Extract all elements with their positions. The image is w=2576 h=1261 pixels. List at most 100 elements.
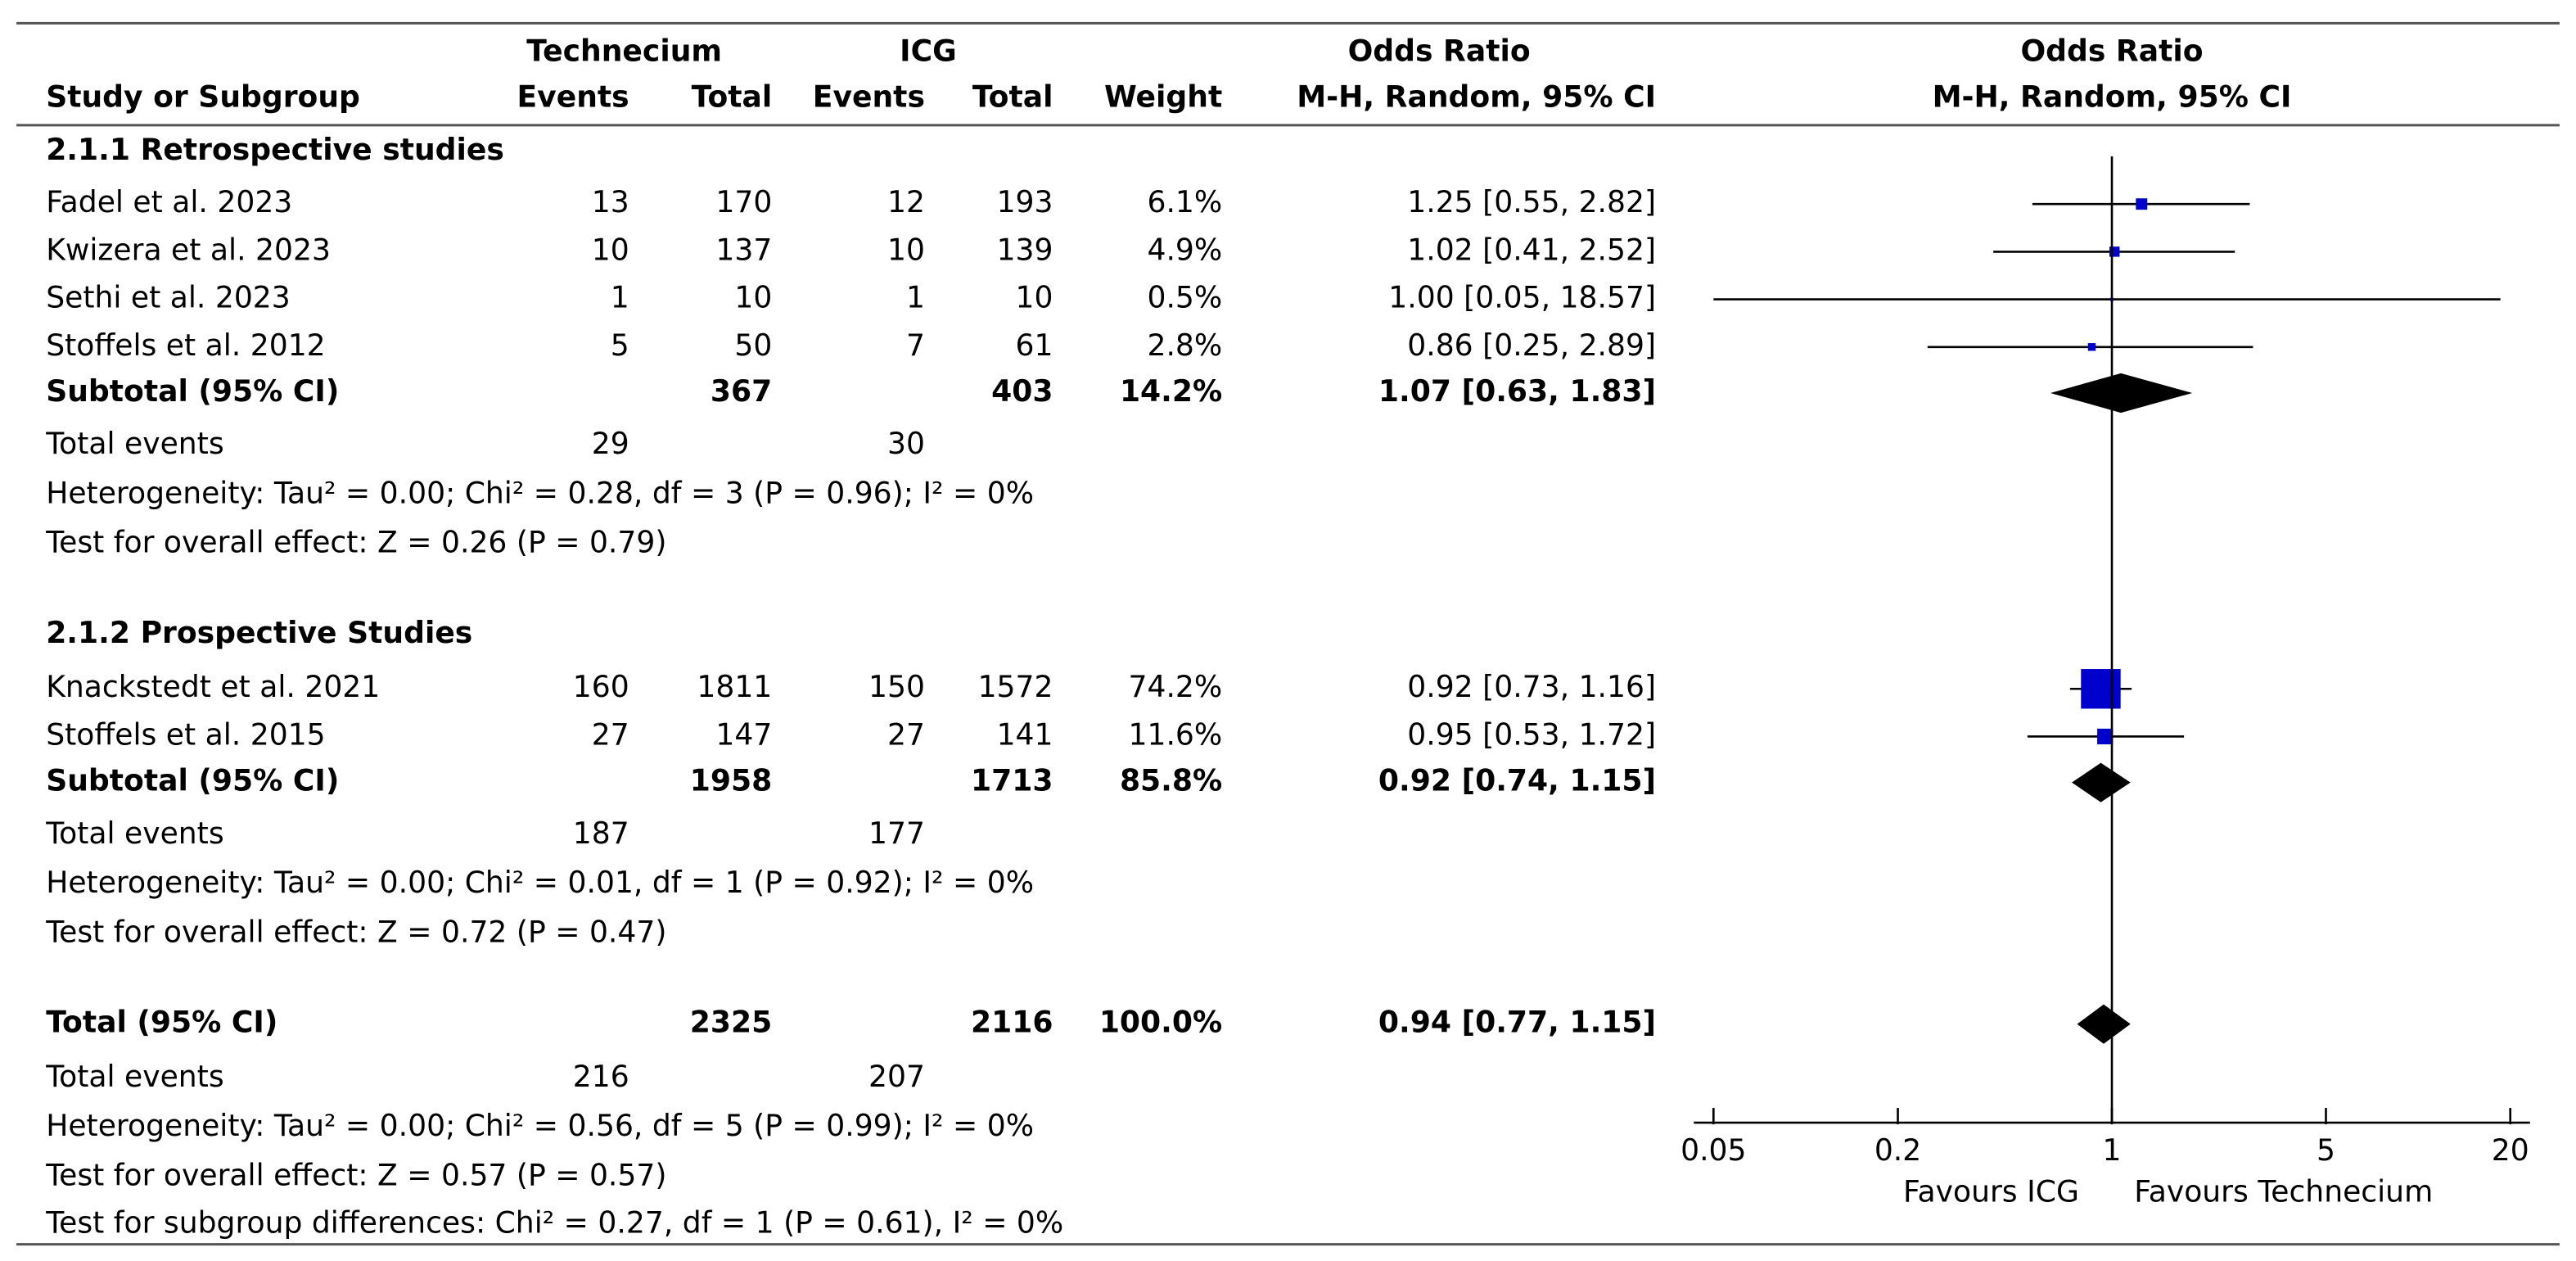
weight-square (2081, 669, 2121, 709)
events: 1 (906, 280, 925, 315)
x-label-left: Favours ICG (1903, 1173, 2079, 1209)
odds-ratio: 0.92 [0.73, 1.16] (1407, 669, 1656, 704)
weight: 14.2% (1120, 373, 1222, 409)
heterogeneity: Heterogeneity: Tau² = 0.00; Chi² = 0.56,… (46, 1108, 1034, 1143)
summary-label: Total (95% CI) (46, 1005, 277, 1040)
events: 12 (887, 184, 925, 219)
weight: 85.8% (1120, 763, 1222, 798)
subgroup-title: 2.1.2 Prospective Studies (46, 615, 472, 650)
weight: 74.2% (1129, 669, 1223, 704)
weight-square (2087, 343, 2096, 351)
header: Total (692, 79, 773, 115)
study-name: Stoffels et al. 2015 (46, 716, 325, 752)
header: Odds Ratio (2020, 34, 2203, 69)
x-tick-label: 20 (2492, 1132, 2529, 1168)
weight: 11.6% (1129, 716, 1223, 752)
total: 403 (991, 373, 1053, 409)
total: 10 (1016, 280, 1053, 315)
events: 27 (887, 716, 925, 752)
weight: 6.1% (1147, 184, 1222, 219)
total: 61 (1016, 328, 1053, 363)
odds-ratio: 0.94 [0.77, 1.15] (1378, 1005, 1656, 1040)
header: Total (972, 79, 1053, 115)
events: 10 (592, 232, 629, 267)
heterogeneity: Heterogeneity: Tau² = 0.00; Chi² = 0.28,… (46, 475, 1034, 510)
diamond (2072, 762, 2131, 802)
total: 139 (997, 232, 1053, 267)
subgroup-difference: Test for subgroup differences: Chi² = 0.… (45, 1205, 1063, 1241)
total: 10 (734, 280, 772, 315)
x-tick-label: 0.2 (1874, 1132, 1921, 1168)
header: ICG (900, 34, 957, 69)
total: 2325 (690, 1005, 773, 1040)
events: 216 (573, 1059, 629, 1094)
odds-ratio: 1.25 [0.55, 2.82] (1407, 184, 1656, 219)
events-label: Total events (45, 1059, 223, 1094)
weight: 0.5% (1147, 280, 1222, 315)
events: 207 (868, 1059, 925, 1094)
x-tick-label: 5 (2317, 1132, 2335, 1168)
overall-effect: Test for overall effect: Z = 0.26 (P = 0… (45, 525, 666, 560)
total: 137 (715, 232, 772, 267)
events: 1 (611, 280, 629, 315)
heterogeneity: Heterogeneity: Tau² = 0.00; Chi² = 0.01,… (46, 865, 1034, 900)
total: 1958 (690, 763, 773, 798)
odds-ratio: 1.07 [0.63, 1.83] (1378, 373, 1656, 409)
weight-square (2136, 198, 2148, 210)
events: 177 (868, 816, 925, 851)
diamond (2077, 1004, 2131, 1044)
header: Odds Ratio (1348, 34, 1531, 69)
header: Weight (1104, 79, 1222, 115)
total: 141 (997, 716, 1053, 752)
x-tick-label: 1 (2103, 1132, 2122, 1168)
header: Events (813, 79, 925, 115)
total: 1713 (971, 763, 1053, 798)
study-name: Stoffels et al. 2012 (46, 328, 325, 363)
summary-label: Subtotal (95% CI) (46, 763, 339, 798)
total: 1811 (697, 669, 772, 704)
header: M-H, Random, 95% CI (1297, 79, 1656, 115)
overall-effect: Test for overall effect: Z = 0.72 (P = 0… (45, 914, 666, 949)
events: 150 (868, 669, 925, 704)
events: 5 (611, 328, 629, 363)
header: Technecium (526, 34, 722, 69)
header: Study or Subgroup (46, 79, 360, 115)
events-label: Total events (45, 816, 223, 851)
weight: 100.0% (1099, 1005, 1222, 1040)
total: 193 (997, 184, 1053, 219)
events: 30 (887, 426, 925, 461)
events: 160 (573, 669, 629, 704)
total: 2116 (971, 1005, 1053, 1040)
study-name: Fadel et al. 2023 (46, 184, 292, 219)
total: 367 (711, 373, 772, 409)
odds-ratio: 0.86 [0.25, 2.89] (1407, 328, 1656, 363)
study-name: Kwizera et al. 2023 (46, 232, 331, 267)
subgroup-title: 2.1.1 Retrospective studies (46, 132, 504, 167)
header: M-H, Random, 95% CI (1933, 79, 2292, 115)
study-name: Sethi et al. 2023 (46, 280, 291, 315)
header: Events (517, 79, 629, 115)
study-name: Knackstedt et al. 2021 (46, 669, 380, 704)
x-label-right: Favours Technecium (2134, 1173, 2433, 1209)
weight: 2.8% (1147, 328, 1222, 363)
events: 187 (573, 816, 629, 851)
events-label: Total events (45, 426, 223, 461)
weight-square (2097, 728, 2114, 745)
odds-ratio: 1.00 [0.05, 18.57] (1388, 280, 1656, 315)
total: 1572 (978, 669, 1053, 704)
diamond (2050, 373, 2193, 414)
total: 170 (715, 184, 772, 219)
events: 7 (906, 328, 925, 363)
odds-ratio: 1.02 [0.41, 2.52] (1407, 232, 1656, 267)
weight: 4.9% (1147, 232, 1222, 267)
overall-effect: Test for overall effect: Z = 0.57 (P = 0… (45, 1157, 666, 1192)
odds-ratio: 0.92 [0.74, 1.15] (1378, 763, 1656, 798)
total: 147 (715, 716, 772, 752)
events: 10 (887, 232, 925, 267)
odds-ratio: 0.95 [0.53, 1.72] (1407, 716, 1656, 752)
events: 29 (592, 426, 629, 461)
x-tick-label: 0.05 (1680, 1132, 1746, 1168)
summary-label: Subtotal (95% CI) (46, 373, 339, 409)
total: 50 (734, 328, 772, 363)
